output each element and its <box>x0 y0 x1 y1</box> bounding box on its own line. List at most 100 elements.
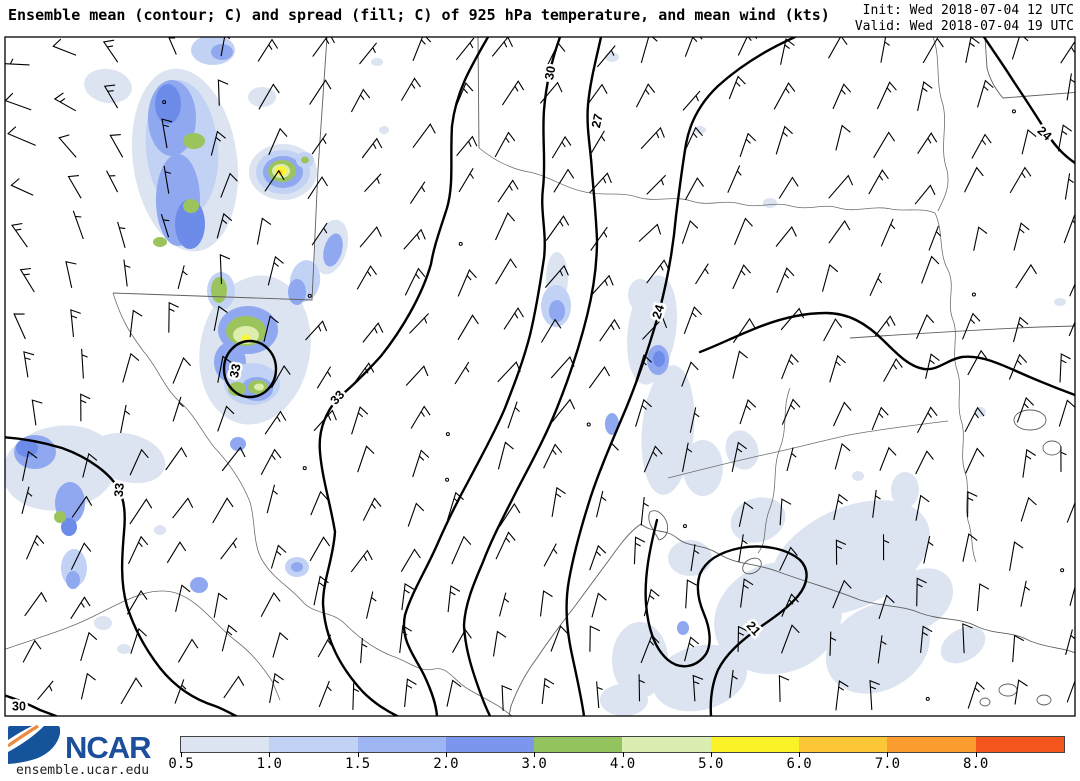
wind-barb <box>731 441 748 472</box>
wind-barb <box>681 442 693 472</box>
wind-barb <box>590 274 614 296</box>
colorbar-tick <box>799 752 801 757</box>
wind-barb <box>31 399 43 426</box>
wind-barb <box>780 624 800 654</box>
wind-barb <box>457 268 477 297</box>
wind-barb <box>916 577 927 607</box>
wind-barb <box>307 176 328 200</box>
wind-barb <box>589 625 601 652</box>
wind-barb <box>728 75 746 100</box>
wind-barb <box>5 58 30 66</box>
spread-fill-blob <box>155 84 181 124</box>
wind-barb <box>773 82 796 110</box>
spread-fill-blob <box>668 540 712 576</box>
wind-barb <box>1066 501 1075 523</box>
wind-barb <box>263 315 279 342</box>
contour-21 <box>644 518 808 716</box>
wind-barb <box>543 543 558 567</box>
colorbar-tick-label: 5.0 <box>698 756 724 772</box>
wind-barb <box>72 210 84 240</box>
wind-barb <box>1066 679 1075 703</box>
wind-barb <box>692 674 704 702</box>
wind-barb <box>543 443 563 469</box>
ncar-logo-swoosh <box>8 726 60 764</box>
temperature-contours-layer <box>5 37 1075 716</box>
contour-30-corner <box>5 694 58 716</box>
wind-barb <box>70 596 91 620</box>
wind-barb <box>499 502 521 527</box>
wind-barb <box>447 585 461 613</box>
wind-barb <box>272 631 289 658</box>
wind-barb <box>540 318 562 343</box>
wind-barb <box>682 90 701 111</box>
wind-barb <box>317 634 332 658</box>
wind-barb <box>967 349 988 376</box>
wind-barb <box>965 37 980 64</box>
spread-fill-blob <box>241 334 251 342</box>
wind-barb <box>258 83 280 110</box>
wind-barb <box>1014 679 1028 705</box>
wind-barb <box>160 214 170 238</box>
wind-barb <box>733 217 753 246</box>
ncar-logo: NCAR <box>8 724 152 765</box>
spread-fill-blob <box>94 616 112 630</box>
lake-livingston <box>742 557 762 575</box>
wind-barb <box>964 406 985 433</box>
spread-fill-blob <box>66 571 80 589</box>
wind-barb <box>126 589 148 615</box>
spread-fill-blob <box>183 199 199 213</box>
wind-barb <box>412 37 432 62</box>
wind-barb <box>539 590 553 617</box>
wind-barb <box>454 361 470 385</box>
spread-fill-blob <box>288 279 306 305</box>
wind-barb <box>882 534 890 561</box>
contour-27 <box>462 37 603 716</box>
wind-barb <box>220 537 238 560</box>
wind-barb <box>497 441 514 470</box>
wind-barb <box>596 681 603 709</box>
wind-barb <box>256 217 272 245</box>
spread-fill-blob <box>730 497 786 543</box>
wind-barb <box>588 365 611 389</box>
wind-barb <box>739 399 757 425</box>
wind-barb <box>1060 446 1067 472</box>
wind-barb <box>103 84 119 109</box>
spread-fill-blob <box>254 383 264 391</box>
colorbar-segment <box>975 737 1064 752</box>
spread-fill-blob <box>600 684 648 716</box>
wind-barb <box>640 497 649 526</box>
wind-barb <box>739 132 757 157</box>
wind-barb <box>1060 41 1075 64</box>
wind-barb <box>586 83 608 106</box>
wind-barb <box>868 169 889 195</box>
wind-barb <box>269 672 284 704</box>
wind-barb <box>821 264 839 292</box>
wind-barb <box>264 169 285 192</box>
spread-fill-blob <box>228 382 246 396</box>
page-title: Ensemble mean (contour; C) and spread (f… <box>8 6 830 24</box>
wind-barb <box>550 625 569 652</box>
wind-barb <box>313 409 337 432</box>
wind-barb <box>491 37 513 57</box>
colorbar-segment <box>887 737 976 752</box>
wind-barb <box>266 484 278 514</box>
wind-barb <box>58 134 77 158</box>
wind-barb <box>740 578 754 608</box>
wind-barb <box>451 535 472 565</box>
la-lake-3 <box>979 697 991 707</box>
wind-barb <box>551 398 576 423</box>
wind-barb <box>264 410 287 435</box>
colorbar-segment <box>269 737 358 752</box>
river-red-south <box>934 212 977 563</box>
wind-barb <box>780 38 795 65</box>
wind-barb <box>880 218 896 247</box>
wind-barb <box>257 38 279 62</box>
spread-fill-blob <box>54 511 66 523</box>
contour-label: 33 <box>227 363 244 380</box>
wind-barb <box>962 623 973 654</box>
wind-barb <box>828 37 848 59</box>
wind-barb <box>5 92 32 111</box>
wind-barb <box>684 636 700 662</box>
colorbar-segment <box>357 737 446 752</box>
